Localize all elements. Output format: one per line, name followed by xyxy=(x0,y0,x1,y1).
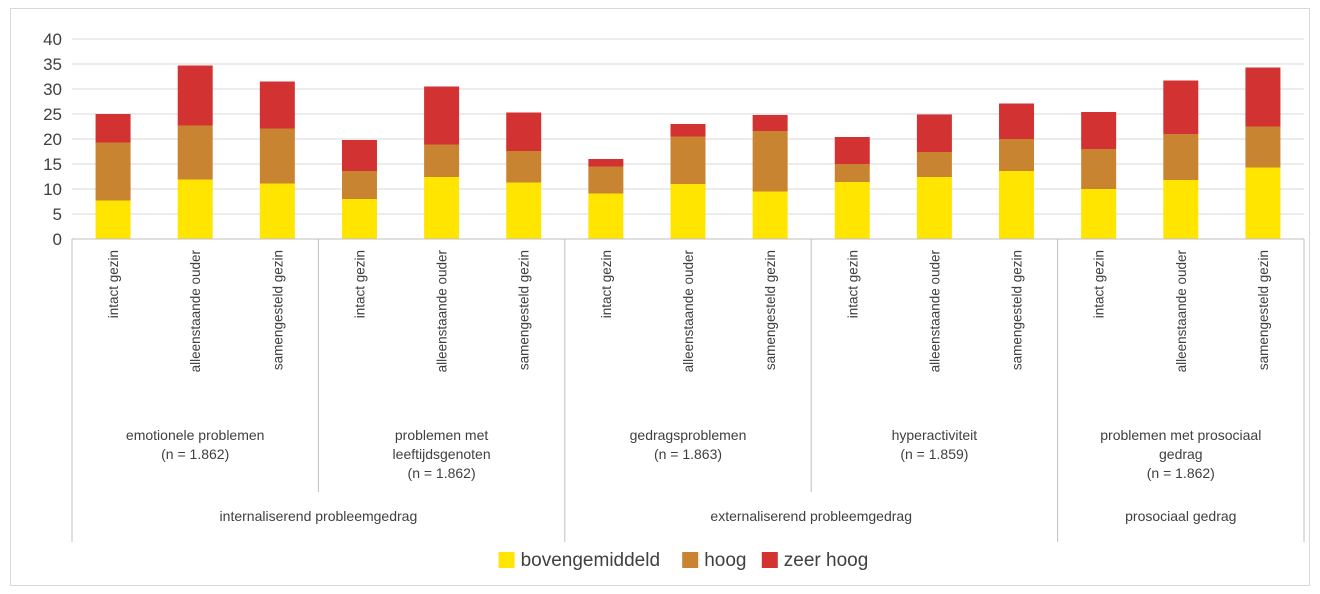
legend-label: bovengemiddeld xyxy=(521,550,660,571)
bar-segment-hoog xyxy=(670,136,706,184)
bars xyxy=(95,65,1281,239)
bar-segment-hoog xyxy=(259,128,295,184)
legend: bovengemiddeld hoog zeer hoog xyxy=(498,550,869,571)
bar-segment-bovengemiddeld xyxy=(670,184,706,239)
bar-segment-zeer-hoog xyxy=(259,81,295,129)
y-tick-label: 5 xyxy=(53,205,62,224)
bar-segment-bovengemiddeld xyxy=(752,191,788,239)
x-group-label: prosociaal gedrag xyxy=(1125,508,1236,524)
x-group-label: externaliserend probleemgedrag xyxy=(710,508,912,524)
x-subgroup-label: gedrag xyxy=(1159,446,1203,462)
bar-segment-bovengemiddeld xyxy=(1163,180,1199,239)
bar-segment-zeer-hoog xyxy=(95,114,131,143)
chart-frame xyxy=(10,8,1310,586)
x-category-label: alleenstaande ouder xyxy=(188,250,203,373)
bar-segment-zeer-hoog xyxy=(752,115,788,131)
bar-segment-hoog xyxy=(588,166,624,194)
y-axis-tick-labels: 0 5 10 15 20 25 30 35 40 xyxy=(43,30,62,249)
y-tick-label: 25 xyxy=(43,105,62,124)
bar-segment-zeer-hoog xyxy=(1081,112,1117,149)
y-tick-label: 10 xyxy=(43,180,62,199)
legend-label: hoog xyxy=(704,550,746,571)
bar-segment-zeer-hoog xyxy=(834,137,870,164)
bar-segment-hoog xyxy=(752,131,788,192)
x-category-label: intact gezin xyxy=(1092,250,1107,318)
bar-segment-hoog xyxy=(95,142,131,201)
y-tick-label: 40 xyxy=(43,30,62,49)
x-category-label: alleenstaande ouder xyxy=(927,250,942,373)
bar-segment-zeer-hoog xyxy=(588,159,624,167)
x-category-label: alleenstaande ouder xyxy=(1174,250,1189,373)
bar-segment-hoog xyxy=(916,152,952,177)
bar-segment-bovengemiddeld xyxy=(1081,189,1117,239)
bar-segment-bovengemiddeld xyxy=(588,193,624,239)
bar-segment-zeer-hoog xyxy=(916,114,952,152)
x-subgroup-label: (n = 1.862) xyxy=(1147,465,1215,481)
bar-segment-hoog xyxy=(424,144,460,177)
x-subgroup-label: problemen met prosociaal xyxy=(1100,427,1261,443)
bar-segment-bovengemiddeld xyxy=(341,199,377,239)
legend-label: zeer hoog xyxy=(784,550,869,571)
x-subgroup-label: hyperactiviteit xyxy=(892,427,978,443)
x-axis-group-labels: internaliserend probleemgedrag externalis… xyxy=(220,508,1237,524)
bar-segment-zeer-hoog xyxy=(999,103,1035,139)
x-subgroup-label: leeftijdsgenoten xyxy=(393,446,491,462)
bar-segment-hoog xyxy=(834,164,870,182)
bar-segment-bovengemiddeld xyxy=(95,200,131,239)
x-category-label: samengesteld gezin xyxy=(1010,250,1025,370)
legend-swatch xyxy=(498,552,515,568)
bar-segment-zeer-hoog xyxy=(341,140,377,171)
x-category-label: intact gezin xyxy=(106,250,121,318)
bar-segment-bovengemiddeld xyxy=(177,179,213,239)
x-axis-subgroup-labels: emotionele problemen (n = 1.862) problemen… xyxy=(126,427,1261,481)
bar-segment-hoog xyxy=(341,171,377,199)
x-category-label: samengesteld gezin xyxy=(1256,250,1271,370)
bar-segment-bovengemiddeld xyxy=(834,182,870,239)
x-axis xyxy=(71,238,1305,542)
x-subgroup-label: (n = 1.859) xyxy=(900,446,968,462)
x-subgroup-label: emotionele problemen xyxy=(126,427,265,443)
y-tick-label: 0 xyxy=(53,230,62,249)
x-subgroup-label: (n = 1.862) xyxy=(161,446,229,462)
x-category-label: samengesteld gezin xyxy=(270,250,285,370)
bar-segment-zeer-hoog xyxy=(670,124,706,137)
bar-segment-bovengemiddeld xyxy=(916,177,952,239)
x-category-label: alleenstaande ouder xyxy=(435,250,450,373)
y-tick-label: 35 xyxy=(43,55,62,74)
bar-segment-zeer-hoog xyxy=(177,65,213,126)
legend-swatch xyxy=(682,552,699,568)
bar-segment-zeer-hoog xyxy=(424,86,460,145)
y-tick-label: 20 xyxy=(43,130,62,149)
x-category-label: samengesteld gezin xyxy=(763,250,778,370)
x-category-label: intact gezin xyxy=(352,250,367,318)
x-axis-category-labels: intact gezin alleenstaande ouder samengest… xyxy=(106,250,1271,373)
x-category-label: intact gezin xyxy=(599,250,614,318)
bar-segment-zeer-hoog xyxy=(506,112,542,151)
bar-segment-hoog xyxy=(1081,149,1117,189)
bar-segment-hoog xyxy=(1163,134,1199,180)
bar-segment-hoog xyxy=(999,139,1035,171)
bar-segment-hoog xyxy=(177,125,213,180)
bar-segment-bovengemiddeld xyxy=(424,177,460,239)
x-subgroup-label: problemen met xyxy=(395,427,488,443)
bar-segment-bovengemiddeld xyxy=(506,182,542,239)
bar-segment-bovengemiddeld xyxy=(999,171,1035,239)
bar-segment-hoog xyxy=(506,151,542,183)
y-tick-label: 30 xyxy=(43,80,62,99)
x-category-label: samengesteld gezin xyxy=(517,250,532,370)
x-group-label: internaliserend probleemgedrag xyxy=(220,508,418,524)
x-subgroup-label: (n = 1.862) xyxy=(408,465,476,481)
legend-swatch xyxy=(761,552,778,568)
bar-segment-bovengemiddeld xyxy=(259,183,295,239)
bar-segment-hoog xyxy=(1245,126,1281,168)
x-category-label: alleenstaande ouder xyxy=(681,250,696,373)
x-subgroup-label: gedragsproblemen xyxy=(630,427,747,443)
bar-segment-zeer-hoog xyxy=(1163,80,1199,134)
x-category-label: intact gezin xyxy=(845,250,860,318)
bar-segment-zeer-hoog xyxy=(1245,67,1281,127)
y-tick-label: 15 xyxy=(43,155,62,174)
x-subgroup-label: (n = 1.863) xyxy=(654,446,722,462)
bar-segment-bovengemiddeld xyxy=(1245,167,1281,239)
